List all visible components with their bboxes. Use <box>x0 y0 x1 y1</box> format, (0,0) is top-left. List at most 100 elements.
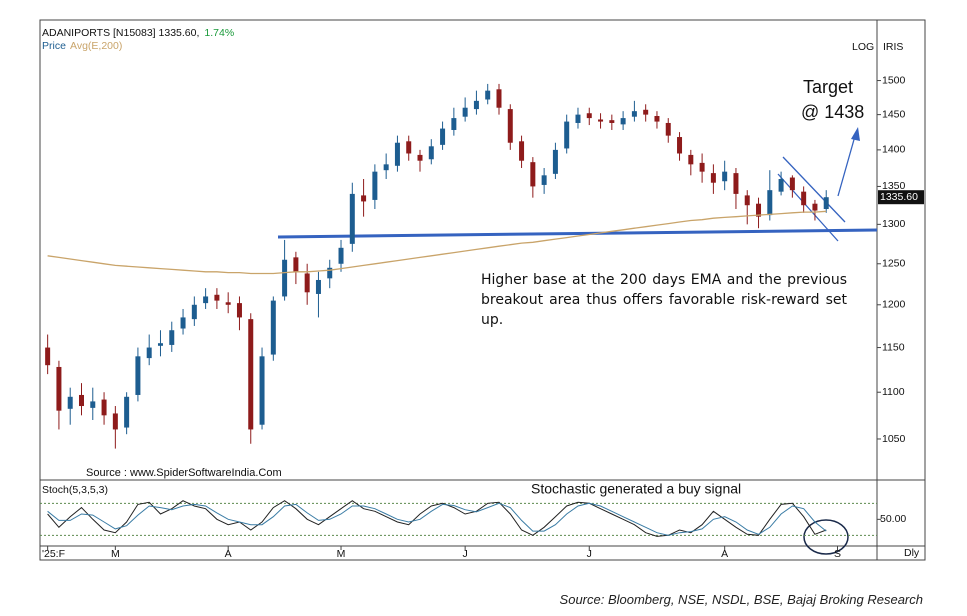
frequency-label: Dly <box>904 547 920 559</box>
y-tick-label: 1450 <box>882 108 906 120</box>
y-tick-label: 1250 <box>882 258 906 270</box>
legend-ema: Avg(E,200) <box>70 40 122 52</box>
candle-body <box>598 119 604 122</box>
candle-body <box>440 128 446 145</box>
candle-body <box>56 366 62 411</box>
candle-body <box>338 247 344 264</box>
candle-body <box>541 175 547 185</box>
x-tick-label: J <box>463 548 468 560</box>
candle-body <box>124 396 130 428</box>
candle-body <box>699 162 705 172</box>
plot-area: 1050 1100 1150 1200 1250 1300 1350 1400 1450 1500… <box>40 74 924 560</box>
y-tick-label: 1200 <box>882 299 906 311</box>
candle-body <box>485 90 491 100</box>
channel-line <box>782 156 846 223</box>
candle-body <box>428 146 434 160</box>
candle-body <box>710 173 716 183</box>
target-value-label: @ 1438 <box>801 102 864 122</box>
candle-body <box>722 171 728 182</box>
y-tick-label: 1300 <box>882 218 906 230</box>
target-label: Target <box>803 77 853 97</box>
x-tick-label: A <box>225 548 232 560</box>
candle-body <box>146 347 152 359</box>
candle-body <box>733 173 739 194</box>
candle-body <box>767 190 773 216</box>
legend-price: Price <box>42 40 66 52</box>
candle-body <box>101 399 107 416</box>
candle-body <box>315 279 321 294</box>
scale-label: LOG <box>852 41 874 53</box>
y-tick-label: 50.00 <box>880 513 906 525</box>
change-label: 1.74% <box>204 27 234 39</box>
stoch-line <box>47 500 827 537</box>
candle-body <box>451 118 457 130</box>
source-label: Source : www.SpiderSoftwareIndia.Com <box>86 467 282 479</box>
last-price-box <box>878 190 924 205</box>
x-tick-label: '25:F <box>42 548 65 560</box>
candle-body <box>406 141 412 154</box>
candle-body <box>282 259 288 297</box>
x-tick-label: J <box>587 548 592 560</box>
candle-body <box>270 300 276 355</box>
candle-body <box>180 317 186 329</box>
y-tick-label: 1350 <box>882 180 906 192</box>
footer-source: Source: Bloomberg, NSE, NSDL, BSE, Bajaj… <box>559 592 923 607</box>
candle-body <box>248 319 254 430</box>
candle-body <box>789 177 795 191</box>
candle-body <box>507 109 513 143</box>
candle-body <box>78 394 84 407</box>
support-line <box>277 228 878 239</box>
candle-body <box>801 191 807 206</box>
candle-body <box>564 121 570 149</box>
candle-body <box>552 149 558 174</box>
candle-body <box>665 122 671 136</box>
y-tick-label: 1150 <box>882 341 905 353</box>
chart-frame <box>39 19 926 561</box>
candle-body <box>203 296 209 304</box>
scale-label: IRIS <box>883 41 903 53</box>
candle-body <box>361 195 367 202</box>
candle-body <box>530 162 536 187</box>
candle-body <box>236 303 242 318</box>
candle-body <box>45 347 51 366</box>
x-tick-label: A <box>721 548 728 560</box>
candle-body <box>191 304 197 320</box>
candle-body <box>112 413 118 430</box>
candle-body <box>631 111 637 117</box>
candle-body <box>327 267 333 279</box>
annotation-note: Higher base at the 200 days EMA and the … <box>481 272 847 328</box>
stoch-line <box>47 502 827 536</box>
candle-body <box>473 100 479 110</box>
candle-body <box>417 154 423 161</box>
stoch-annotation: Stochastic generated a buy signal <box>531 481 741 497</box>
candle-body <box>349 193 355 244</box>
candle-body <box>372 171 378 200</box>
x-tick-label: M <box>111 548 120 560</box>
target-arrow <box>837 135 856 197</box>
candle-body <box>394 142 400 166</box>
candle-body <box>778 179 784 192</box>
chart-title: ADANIPORTS [N15083] 1335.60, <box>42 27 199 39</box>
candle-body <box>812 203 818 211</box>
candle-body <box>654 116 660 122</box>
candle-body <box>383 164 389 171</box>
candle-body <box>643 109 649 115</box>
candle-body <box>609 120 615 123</box>
candle-body <box>744 195 750 206</box>
candle-body <box>756 203 762 217</box>
candle-body <box>462 107 468 117</box>
candle-body <box>225 302 231 305</box>
y-tick-label: 1100 <box>882 386 905 398</box>
y-tick-label: 1050 <box>882 433 906 445</box>
target-arrowhead <box>851 127 860 141</box>
candle-body <box>259 356 265 425</box>
y-tick-label: 1500 <box>882 74 906 86</box>
x-tick-label: M <box>337 548 346 560</box>
ema-line <box>47 210 827 275</box>
candle-body <box>214 294 220 301</box>
candle-body <box>688 154 694 165</box>
candle-body <box>169 330 175 345</box>
channel-line <box>777 173 839 242</box>
